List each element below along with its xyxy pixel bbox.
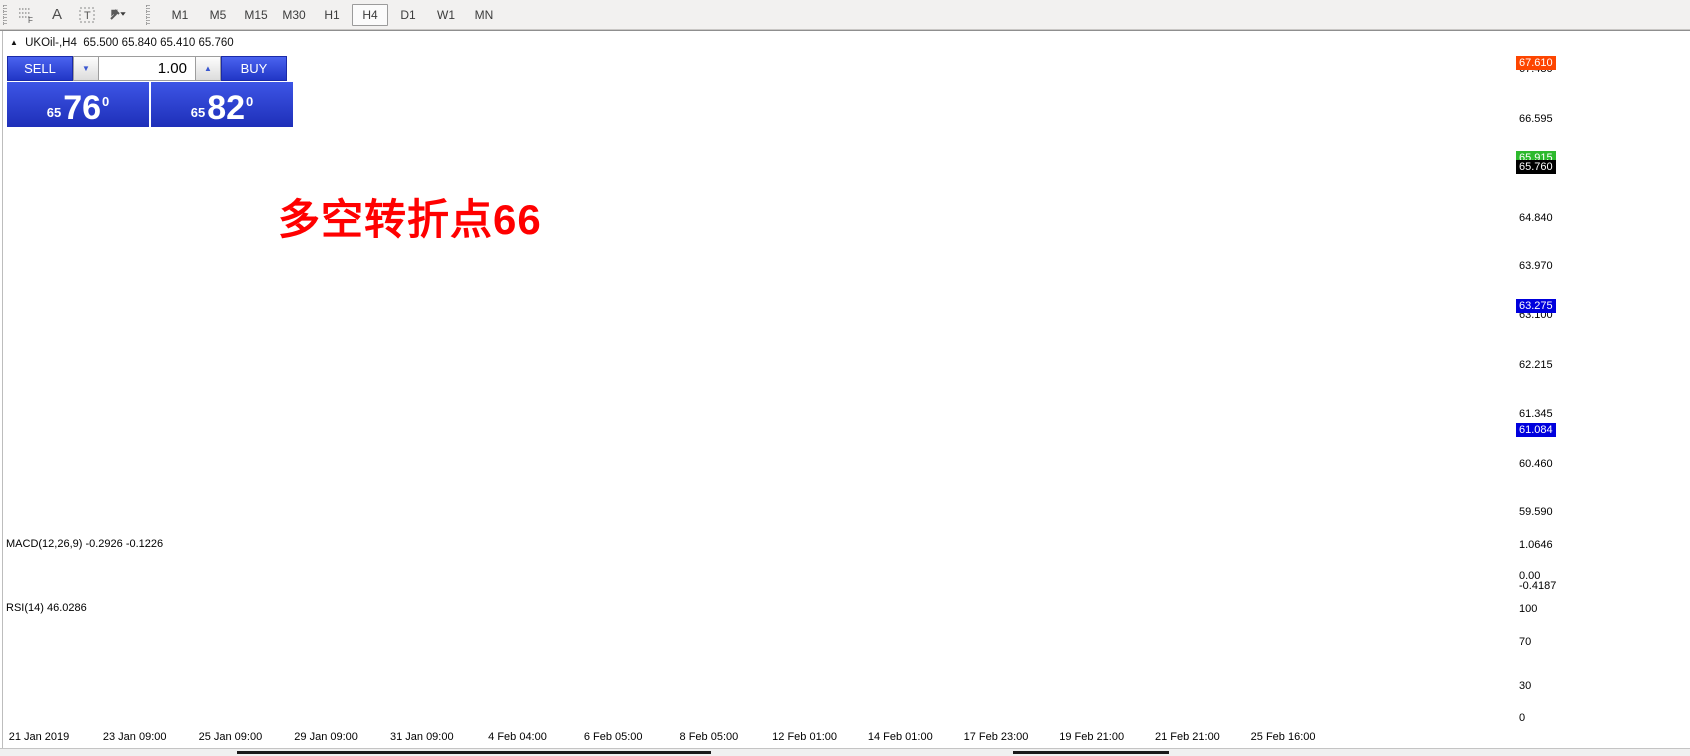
timeframe-button-h4[interactable]: H4 — [352, 3, 388, 26]
chart-title: ▲ UKOil-,H4 65.500 65.840 65.410 65.760 — [10, 37, 234, 49]
timeframe-button-h1[interactable]: H1 — [324, 7, 340, 22]
rsi-header: RSI(14) 46.0286 — [6, 602, 87, 614]
text-a-icon[interactable]: A — [51, 6, 62, 23]
price-badge-63.275: 63.275 — [1516, 299, 1556, 314]
toolbar: F A T M1 M5 M15 M30 H1 H4 D1 W1 MN — [0, 0, 1690, 30]
chart-window — [0, 29, 1690, 755]
price-axis-label-64.840: 64.840 — [1519, 211, 1553, 224]
volume-increase-button[interactable]: ▲ — [195, 56, 221, 81]
svg-text:T: T — [84, 10, 91, 22]
date-label-5: 4 Feb 04:00 — [488, 731, 547, 743]
timeframe-button-m15[interactable]: M15 — [244, 7, 268, 22]
one-click-trade-panel: SELL ▼ ▲ BUY 65 76 0 65 82 0 — [7, 56, 293, 127]
collapse-triangle-icon[interactable]: ▲ — [10, 38, 18, 47]
timeframe-button-m5[interactable]: M5 — [209, 7, 227, 22]
price-badge-65.760: 65.760 — [1516, 159, 1556, 174]
price-badge-61.084: 61.084 — [1516, 422, 1556, 437]
text-label-icon[interactable]: T — [75, 4, 99, 26]
buy-price-box[interactable]: 65 82 0 — [151, 82, 293, 127]
rsi-label-100: 100 — [1519, 603, 1538, 616]
cursor-arrows-icon[interactable] — [105, 4, 129, 26]
price-axis-label-66.595: 66.595 — [1519, 113, 1553, 125]
scrollbar-segment-1[interactable] — [1013, 751, 1169, 754]
macd-max-label: 1.0646 — [1519, 539, 1553, 551]
ohlc-open: 65.500 — [83, 37, 119, 49]
bottom-scrollbar-strip[interactable] — [0, 748, 1690, 756]
buy-price-main: 82 — [207, 89, 246, 127]
date-label-1: 23 Jan 09:00 — [102, 731, 167, 743]
date-label-9: 14 Feb 01:00 — [867, 731, 933, 743]
ohlc-close: 65.760 — [198, 37, 234, 49]
date-label-13: 25 Feb 16:00 — [1250, 731, 1316, 743]
timeframe-button-d1[interactable]: D1 — [400, 7, 416, 22]
macd-zero-label: 0.00 — [1519, 570, 1541, 583]
date-label-7: 8 Feb 05:00 — [679, 731, 739, 743]
timeframe-group: M1 M5 M15 M30 H1 H4 D1 W1 MN — [161, 3, 503, 26]
rsi-label-70: 70 — [1519, 636, 1532, 648]
sell-button[interactable]: SELL — [7, 56, 73, 81]
sell-price-prefix: 65 — [46, 105, 62, 120]
date-label-6: 6 Feb 05:00 — [583, 731, 643, 743]
price-axis-label-59.590: 59.590 — [1519, 506, 1553, 519]
rsi-label-30: 30 — [1519, 679, 1532, 692]
date-label-2: 25 Jan 09:00 — [198, 731, 263, 743]
date-label-4: 31 Jan 09:00 — [389, 731, 454, 743]
chart-left-border — [2, 31, 3, 748]
date-label-8: 12 Feb 01:00 — [772, 731, 838, 743]
indicator-list-icon[interactable]: F — [15, 4, 39, 26]
buy-button[interactable]: BUY — [221, 56, 287, 81]
buy-price-pip: 0 — [246, 94, 254, 109]
sell-price-box[interactable]: 65 76 0 — [7, 82, 149, 127]
date-label-0: 21 Jan 2019 — [8, 731, 70, 743]
price-badge-67.610: 67.610 — [1516, 56, 1556, 70]
toolbar-grip[interactable] — [3, 4, 7, 25]
sell-price-pip: 0 — [102, 94, 110, 109]
ohlc-high: 65.840 — [121, 37, 157, 49]
chart-annotation-text: 多空转折点66 — [278, 196, 542, 243]
sell-price-main: 76 — [63, 89, 102, 127]
ohlc-low: 65.410 — [160, 37, 196, 49]
price-axis-label-63.970: 63.970 — [1519, 260, 1553, 273]
timeframe-button-w1[interactable]: W1 — [437, 7, 455, 22]
date-label-11: 19 Feb 21:00 — [1059, 731, 1125, 743]
scrollbar-segment-0[interactable] — [237, 751, 711, 754]
buy-price-prefix: 65 — [190, 105, 206, 120]
volume-decrease-button[interactable]: ▼ — [73, 56, 99, 81]
toolbar-grip-2[interactable] — [146, 4, 150, 25]
price-axis-label-61.345: 61.345 — [1519, 407, 1553, 420]
timeframe-button-m30[interactable]: M30 — [282, 7, 306, 22]
macd-header: MACD(12,26,9) -0.2926 -0.1226 — [6, 538, 164, 550]
timeframe-button-m1[interactable]: M1 — [171, 7, 189, 22]
price-axis-label-62.215: 62.215 — [1519, 358, 1553, 371]
date-label-10: 17 Feb 23:00 — [963, 731, 1029, 743]
volume-input[interactable] — [99, 56, 195, 81]
macd-min-label: -0.4187 — [1519, 580, 1557, 592]
price-axis-label-60.460: 60.460 — [1519, 457, 1553, 470]
rsi-label-0: 0 — [1519, 712, 1526, 725]
timeframe-button-mn[interactable]: MN — [474, 7, 494, 22]
date-label-12: 21 Feb 21:00 — [1154, 731, 1220, 743]
symbol-period: UKOil-,H4 — [25, 37, 77, 49]
svg-text:F: F — [28, 16, 33, 24]
date-label-3: 29 Jan 09:00 — [294, 731, 358, 743]
